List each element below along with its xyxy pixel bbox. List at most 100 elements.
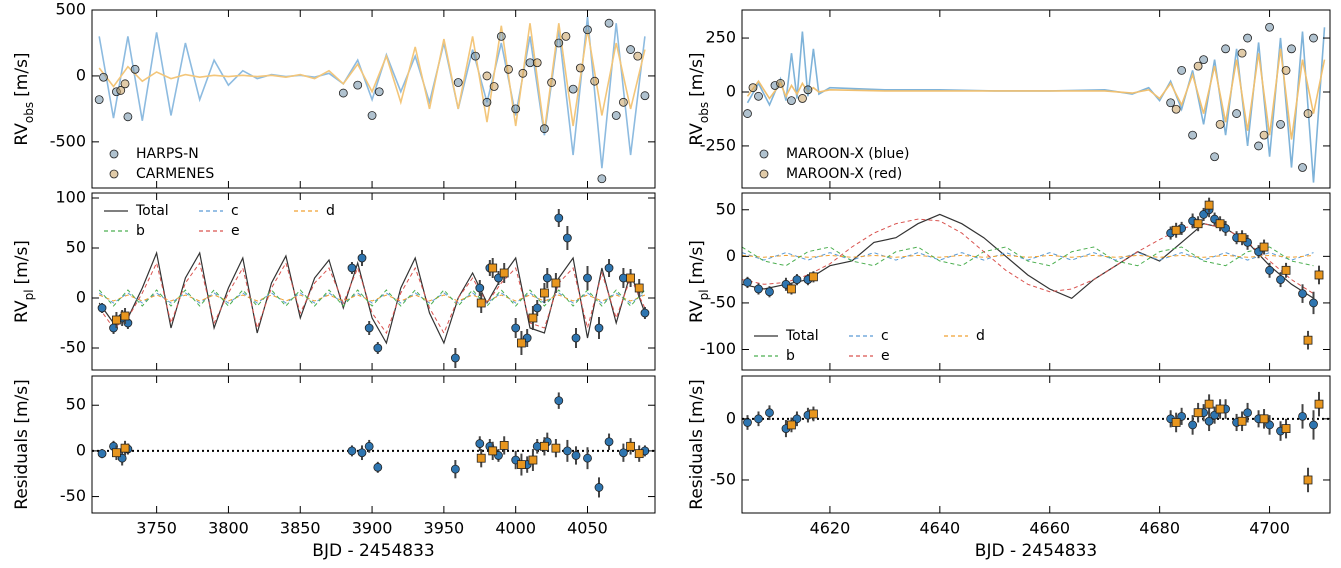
legend-label: c bbox=[881, 328, 889, 344]
y-tick-label: -50 bbox=[60, 486, 86, 505]
point bbox=[97, 303, 107, 313]
point bbox=[1199, 55, 1209, 65]
point bbox=[471, 51, 480, 61]
legend-label: MAROON-X (blue) bbox=[786, 146, 909, 162]
legend-label: Total bbox=[785, 328, 819, 344]
point bbox=[1166, 98, 1176, 108]
point bbox=[571, 451, 581, 460]
y-tick-label: 0 bbox=[76, 440, 86, 459]
point bbox=[1254, 141, 1263, 151]
point bbox=[1303, 109, 1313, 118]
model-line bbox=[98, 292, 646, 304]
y-axis-label: RVobs [m/s] bbox=[687, 52, 711, 145]
y-tick-label: -50 bbox=[710, 292, 736, 311]
y-label-main: Residuals [m/s] bbox=[12, 379, 32, 509]
panel bbox=[97, 209, 650, 368]
point bbox=[1193, 61, 1203, 71]
axes-frame bbox=[91, 192, 656, 371]
y-tick-label: 500 bbox=[55, 0, 86, 19]
point bbox=[488, 263, 498, 273]
point bbox=[1188, 130, 1198, 140]
point bbox=[1287, 44, 1296, 54]
x-axis-label: BJD - 2454833 bbox=[975, 541, 1097, 561]
y-tick-label: 0 bbox=[726, 246, 736, 265]
point bbox=[803, 85, 813, 95]
point bbox=[511, 104, 521, 114]
y-label-unit: [m/s] bbox=[687, 240, 707, 284]
y-label-main: RV bbox=[12, 123, 32, 146]
x-tick-label: 4000 bbox=[495, 519, 536, 538]
panel bbox=[742, 197, 1324, 350]
point bbox=[1309, 298, 1318, 308]
point bbox=[130, 64, 140, 74]
y-tick-label: 0 bbox=[726, 81, 736, 100]
y-tick-label: 0 bbox=[76, 288, 86, 307]
x-tick-label: 4680 bbox=[1139, 519, 1180, 538]
y-label-sub: obs bbox=[697, 102, 711, 123]
point bbox=[604, 263, 614, 273]
point bbox=[604, 18, 614, 28]
point bbox=[1309, 33, 1318, 43]
point bbox=[640, 308, 650, 318]
point bbox=[488, 446, 498, 456]
model-line bbox=[742, 218, 1314, 295]
point bbox=[338, 88, 348, 98]
x-tick-label: 3850 bbox=[280, 519, 321, 538]
point bbox=[1265, 22, 1274, 32]
y-tick-label: 50 bbox=[66, 238, 86, 257]
point bbox=[475, 439, 485, 448]
point bbox=[1298, 289, 1307, 299]
y-label-main: RV bbox=[12, 300, 32, 323]
point bbox=[542, 273, 552, 283]
y-axis-label: RVpl [m/s] bbox=[687, 240, 711, 323]
point bbox=[532, 303, 542, 313]
point bbox=[554, 213, 564, 223]
point bbox=[373, 462, 383, 472]
point bbox=[364, 441, 374, 451]
point bbox=[754, 91, 763, 101]
point bbox=[754, 414, 763, 424]
point bbox=[568, 84, 578, 94]
axes-frame bbox=[741, 9, 1331, 189]
point bbox=[353, 80, 363, 90]
point bbox=[450, 464, 460, 474]
point bbox=[347, 446, 357, 456]
point bbox=[1281, 66, 1291, 75]
y-label-main: RV bbox=[687, 123, 707, 146]
legend-swatch bbox=[109, 169, 119, 179]
point bbox=[499, 441, 509, 450]
point bbox=[112, 315, 121, 325]
point bbox=[357, 448, 367, 458]
point bbox=[787, 96, 796, 106]
x-tick-label: 4050 bbox=[567, 519, 608, 538]
axes-frame bbox=[741, 375, 1331, 514]
point bbox=[374, 87, 384, 97]
point bbox=[743, 418, 752, 427]
point bbox=[634, 283, 644, 293]
y-label-sub: obs bbox=[22, 102, 36, 123]
point bbox=[583, 273, 592, 283]
point bbox=[1259, 414, 1269, 424]
point bbox=[1171, 225, 1181, 235]
point bbox=[112, 448, 121, 458]
panel bbox=[94, 16, 650, 184]
legend-swatch bbox=[109, 149, 119, 159]
y-tick-label: 100 bbox=[55, 188, 86, 207]
point bbox=[1303, 475, 1313, 485]
point bbox=[528, 313, 538, 323]
point bbox=[787, 420, 796, 430]
point bbox=[551, 443, 561, 453]
point bbox=[1243, 408, 1252, 418]
y-tick-label: 250 bbox=[705, 28, 736, 47]
point bbox=[528, 455, 538, 465]
point bbox=[540, 441, 549, 451]
point bbox=[367, 111, 377, 120]
y-tick-label: 0 bbox=[726, 408, 736, 427]
point bbox=[1237, 416, 1247, 426]
point bbox=[482, 97, 492, 107]
y-tick-label: -250 bbox=[700, 135, 736, 154]
point bbox=[1237, 48, 1247, 58]
model-line bbox=[742, 246, 1314, 267]
legend-label: CARMENES bbox=[136, 166, 214, 182]
point bbox=[540, 124, 549, 134]
